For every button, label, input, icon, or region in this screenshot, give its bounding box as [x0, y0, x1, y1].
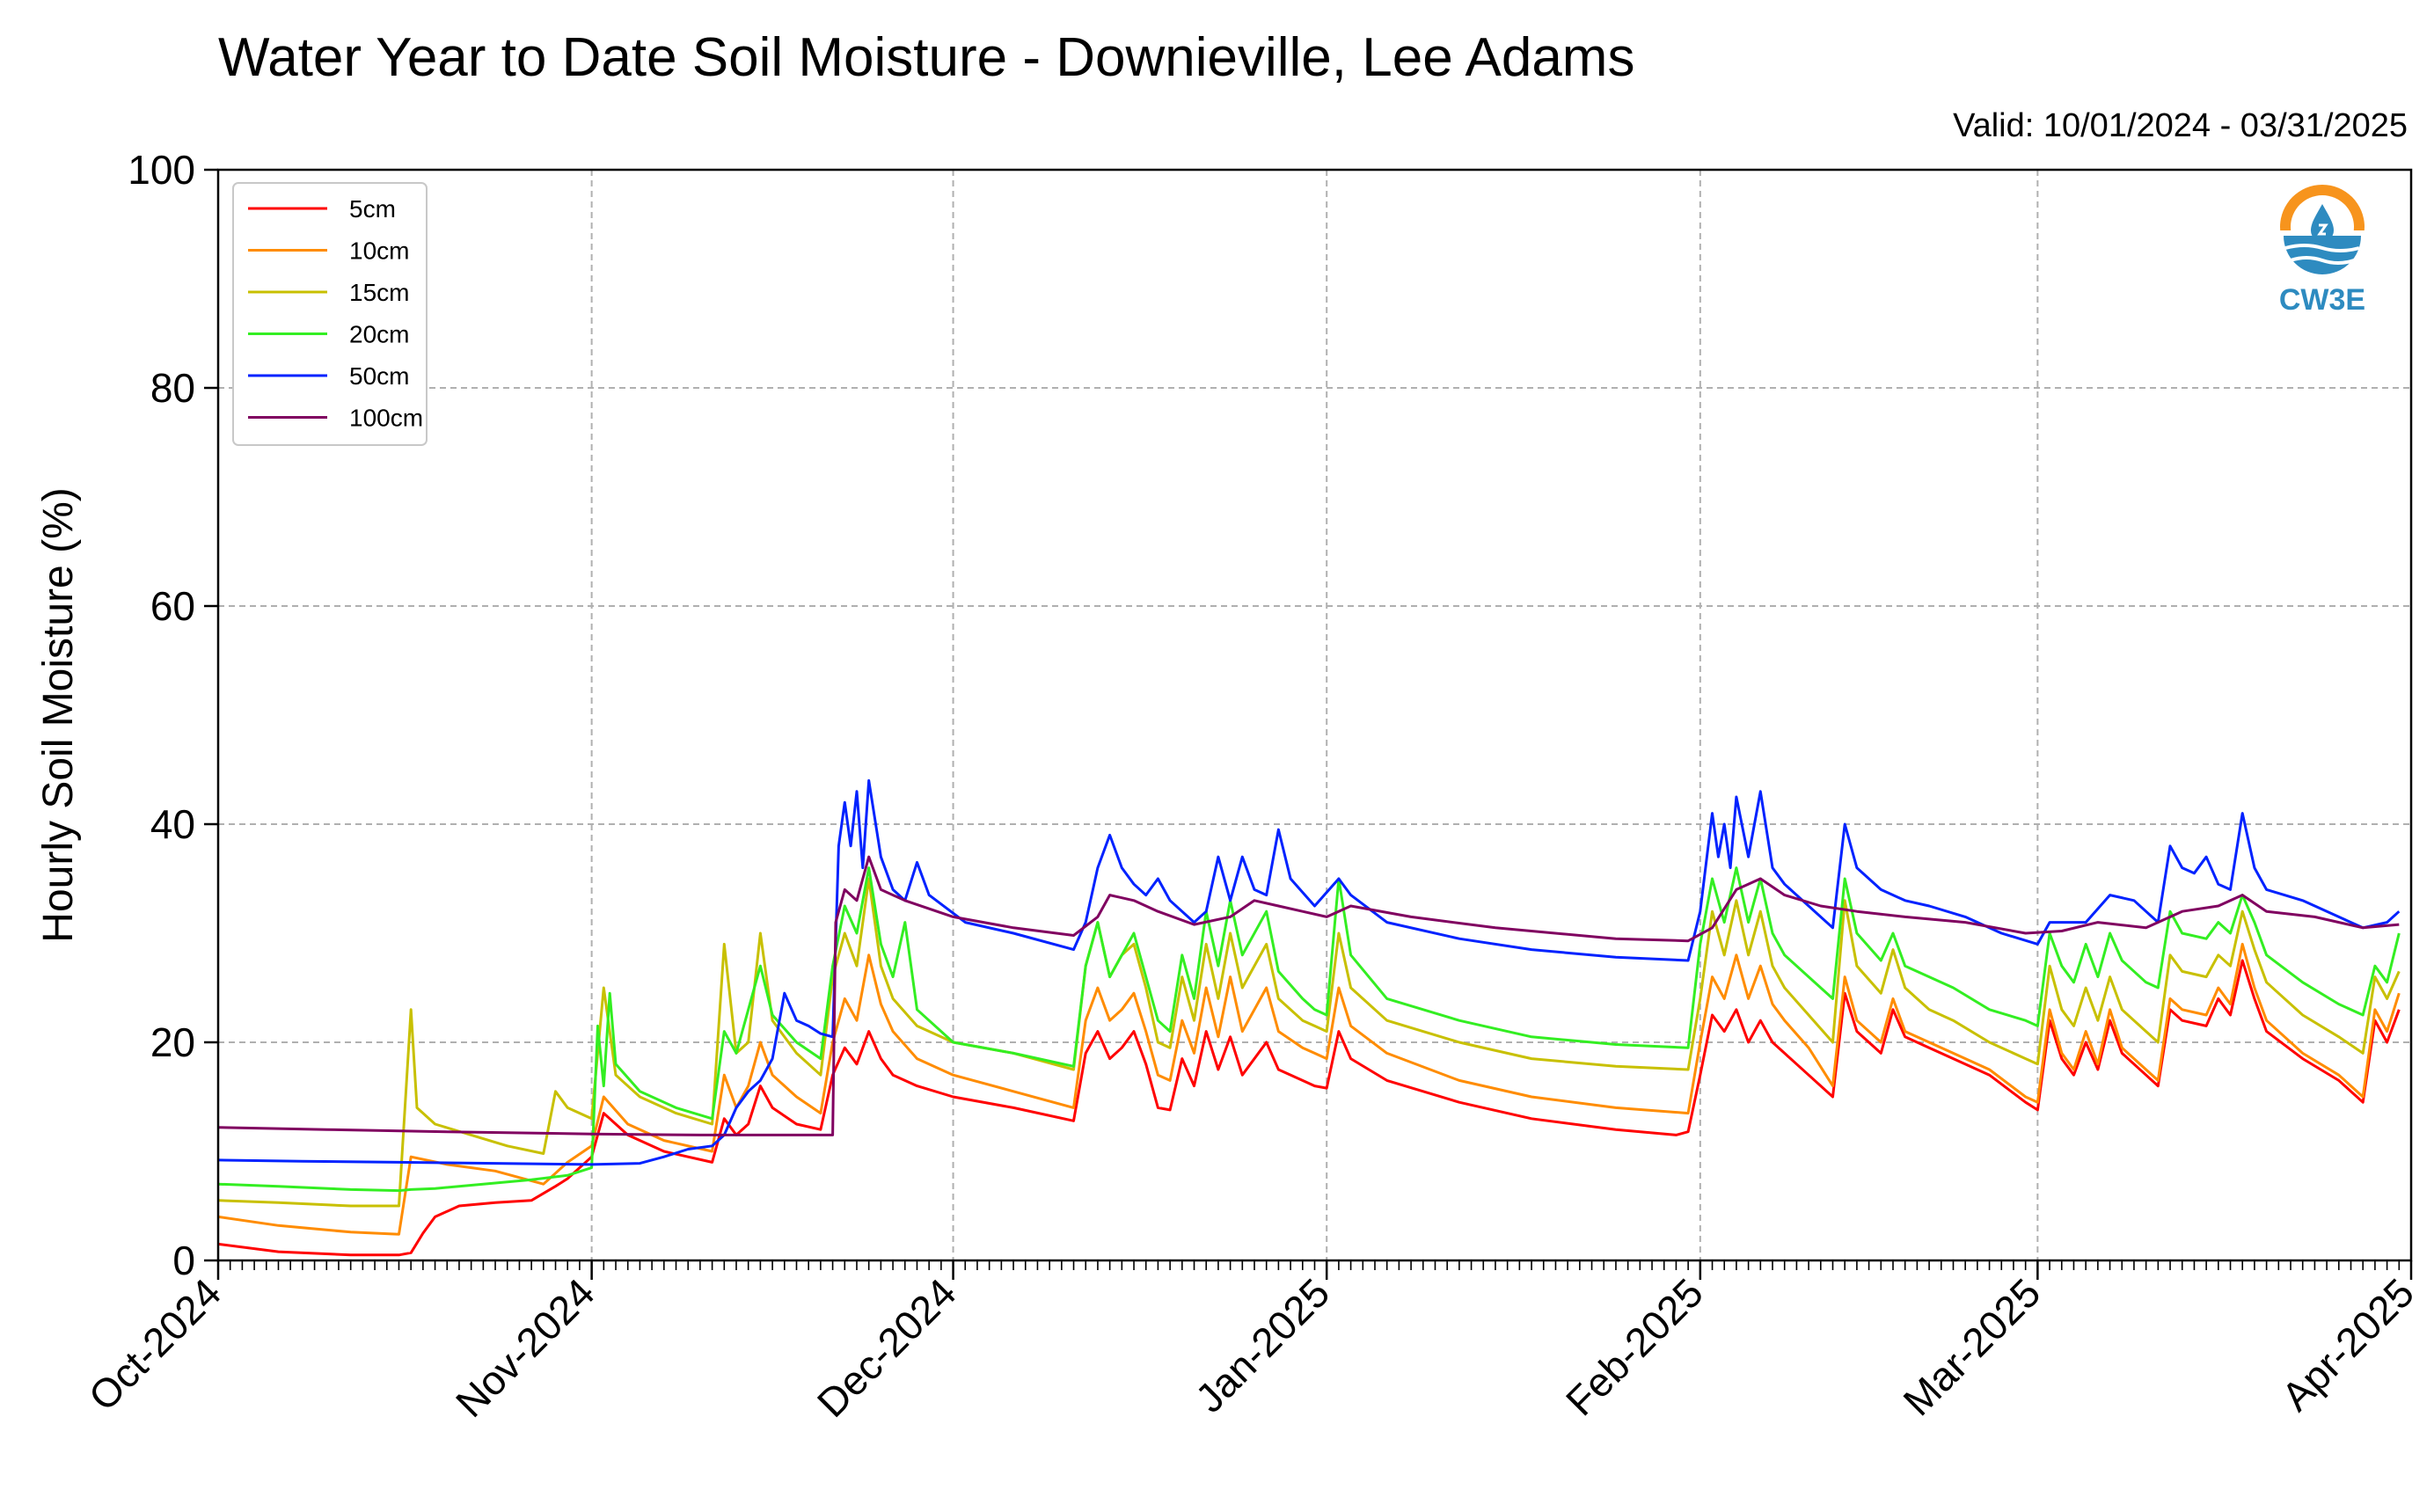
valid-range: Valid: 10/01/2024 - 03/31/2025: [1953, 107, 2408, 144]
y-tick-label: 100: [128, 147, 195, 193]
x-tick-label: Nov-2024: [447, 1269, 603, 1426]
y-tick-label: 60: [150, 583, 195, 629]
legend-label-50cm: 50cm: [349, 362, 409, 390]
series-line-5cm: [217, 959, 2401, 1257]
cw3e-logo: CW3E: [2277, 185, 2368, 317]
legend-label-10cm: 10cm: [349, 237, 409, 265]
axes-ticks: 0 20 40 60 80 100 Oct-2024 Nov-2024 Dec-2024 Jan-…: [80, 147, 2423, 1426]
legend: 5cm 10cm 15cm 20cm 50cm 100cm: [232, 182, 428, 446]
series-line-15cm: [217, 877, 2401, 1208]
x-tick-label: Apr-2025: [2272, 1269, 2423, 1420]
y-axis-label: Hourly Soil Moisture (%): [35, 487, 82, 942]
legend-box: [232, 182, 428, 446]
logo-text: CW3E: [2279, 283, 2365, 317]
legend-label-15cm: 15cm: [349, 279, 409, 306]
y-tick-label: 20: [150, 1019, 195, 1065]
chart-title: Water Year to Date Soil Moisture - Downi…: [218, 27, 1635, 88]
water-drop-sun-logo-icon: [2277, 185, 2368, 276]
series-line-20cm: [217, 866, 2401, 1193]
x-tick-label: Jan-2025: [1187, 1269, 1338, 1421]
legend-label-100cm: 100cm: [349, 405, 423, 432]
legend-label-5cm: 5cm: [349, 195, 396, 223]
x-tick-label: Oct-2024: [80, 1269, 230, 1420]
x-tick-label: Feb-2025: [1557, 1269, 1712, 1424]
grid: [218, 170, 2411, 1260]
y-tick-label: 40: [150, 801, 195, 847]
series-line-100cm: [217, 855, 2400, 1136]
plot-frame: [216, 168, 2413, 1262]
series-line-10cm: [217, 942, 2401, 1236]
series-lines: [217, 778, 2401, 1257]
x-tick-label: Mar-2025: [1894, 1269, 2049, 1424]
y-tick-label: 80: [150, 365, 195, 411]
y-tick-label: 0: [172, 1238, 195, 1283]
x-tick-label: Dec-2024: [808, 1269, 965, 1426]
legend-label-20cm: 20cm: [349, 321, 409, 348]
series-line-50cm: [217, 778, 2401, 1166]
